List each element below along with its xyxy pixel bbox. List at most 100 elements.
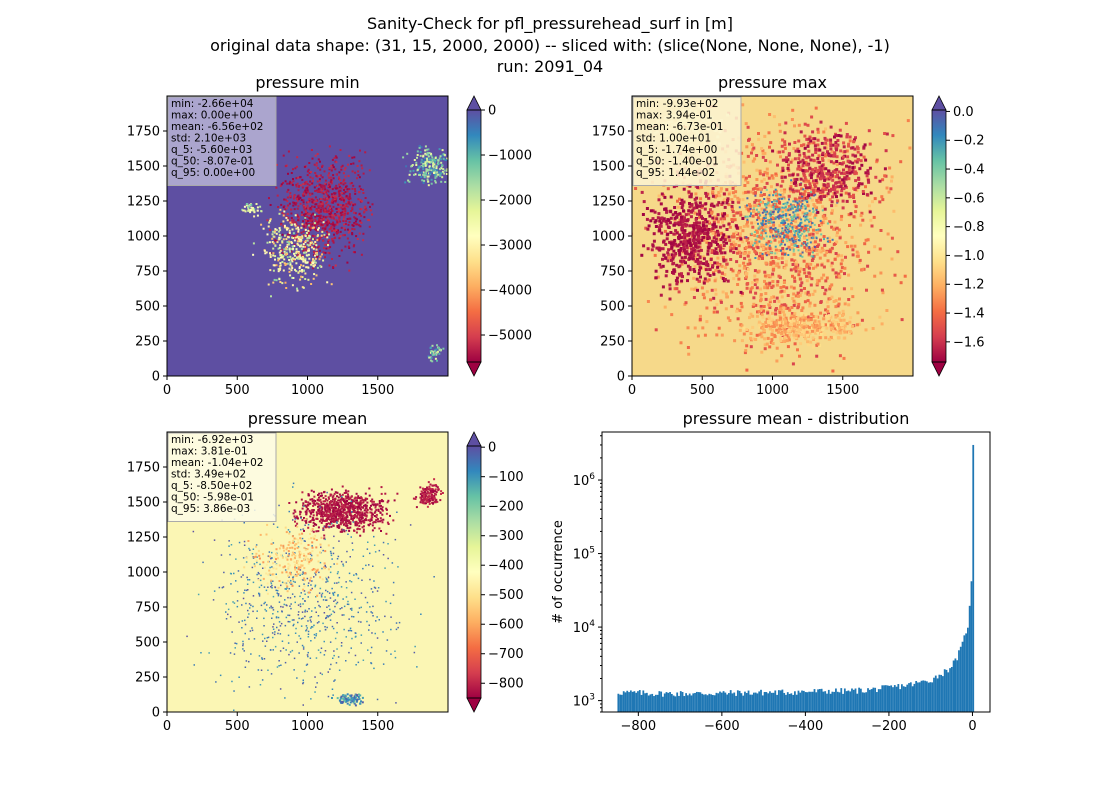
heatmap-cell: [753, 242, 756, 245]
heatmap-cell: [846, 245, 850, 249]
heatmap-cell: [786, 247, 789, 250]
heatmap-cell: [786, 228, 789, 231]
heatmap-cell: [809, 241, 812, 244]
heatmap-cell: [807, 318, 810, 322]
heatmap-cell: [819, 332, 823, 336]
heatmap-cell: [362, 172, 365, 175]
heatmap-cell: [701, 216, 704, 220]
heatmap-cell: [771, 311, 774, 315]
heatmap-cell: [717, 238, 720, 242]
heatmap-cell: [317, 158, 320, 161]
heatmap-cell: [683, 240, 687, 244]
heatmap-cell: [649, 219, 653, 223]
heatmap-cell: [328, 228, 331, 231]
heatmap-cell: [831, 209, 834, 213]
heatmap-cell: [866, 169, 870, 173]
heatmap-cell: [316, 266, 319, 269]
heatmap-cell: [380, 530, 382, 532]
heatmap-cell: [302, 220, 305, 223]
heatmap-cell: [777, 208, 780, 211]
heatmap-cell: [241, 208, 244, 211]
heatmap-cell: [351, 232, 354, 234]
heatmap-cell: [842, 287, 846, 291]
heatmap-cell: [358, 528, 361, 531]
heatmap-cell: [278, 233, 281, 236]
heatmap-cell: [828, 297, 832, 300]
heatmap-cell: [764, 220, 767, 223]
heatmap-cell: [294, 221, 297, 224]
heatmap-cell: [428, 356, 431, 359]
heatmap-cell: [671, 271, 674, 274]
heatmap-cell: [805, 218, 808, 221]
heatmap-cell: [286, 235, 289, 238]
heatmap-cell: [726, 316, 730, 320]
heatmap-cell: [308, 192, 311, 195]
heatmap-cell: [306, 242, 309, 245]
heatmap-cell: [245, 204, 248, 207]
heatmap-cell: [289, 255, 292, 258]
heatmap-cell: [834, 134, 838, 138]
heatmap-cell: [801, 158, 805, 162]
heatmap-cell: [688, 257, 692, 261]
y-tick-label: 1250: [127, 195, 160, 210]
heatmap-cell: [342, 180, 345, 183]
heatmap-cell: [707, 246, 711, 250]
heatmap-cell: [364, 197, 367, 199]
heatmap-cell: [854, 179, 858, 183]
heatmap-cell: [314, 218, 317, 221]
heatmap-cell: [760, 179, 764, 183]
heatmap-cell: [775, 346, 779, 350]
heatmap-cell: [765, 254, 768, 257]
heatmap-cell: [834, 170, 837, 174]
heatmap-cell: [716, 220, 720, 224]
panel-title: pressure mean: [248, 409, 368, 428]
heatmap-cell: [312, 267, 315, 270]
heatmap-cell: [308, 200, 311, 203]
heatmap-cell: [295, 165, 298, 168]
heatmap-cell: [297, 237, 300, 240]
heatmap-cell: [309, 171, 312, 173]
heatmap-cell: [732, 240, 736, 244]
heatmap-cell: [735, 226, 739, 230]
heatmap-cell: [732, 250, 736, 254]
heatmap-cell: [359, 219, 362, 222]
heatmap-cell: [312, 265, 315, 268]
heatmap-cell: [762, 173, 766, 177]
heatmap-cell: [304, 189, 307, 192]
heatmap-cell: [721, 277, 725, 280]
heatmap-cell: [811, 329, 814, 333]
heatmap-cell: [833, 135, 836, 139]
heatmap-cell: [697, 241, 701, 245]
heatmap-cell: [326, 218, 329, 221]
heatmap-cell: [785, 225, 788, 227]
heatmap-cell: [890, 236, 894, 240]
heatmap-cell: [304, 259, 307, 262]
heatmap-cell: [801, 251, 804, 254]
heatmap-cell: [859, 214, 863, 218]
heatmap-cell: [890, 175, 894, 179]
heatmap-cell: [315, 223, 318, 226]
heatmap-cell: [820, 174, 823, 178]
heatmap-cell: [438, 352, 441, 355]
heatmap-cell: [748, 203, 751, 207]
heatmap-cell: [683, 255, 687, 259]
heatmap-cell: [741, 175, 745, 179]
heatmap-cell: [780, 197, 783, 200]
heatmap-cell: [719, 189, 723, 193]
heatmap-cell: [691, 232, 695, 236]
heatmap-cell: [286, 212, 289, 215]
heatmap-cell: [652, 232, 656, 236]
heatmap-cell: [309, 176, 312, 179]
heatmap-cell: [845, 149, 849, 153]
stats-line: mean: -6.73e-01: [636, 121, 723, 133]
heatmap-cell: [717, 201, 721, 205]
heatmap-cell: [659, 265, 663, 269]
heatmap-cell: [770, 216, 774, 220]
heatmap-cell: [386, 501, 389, 504]
heatmap-cell: [716, 203, 720, 207]
heatmap-cell: [695, 277, 699, 281]
heatmap-cell: [793, 276, 796, 280]
heatmap-cell: [281, 240, 284, 243]
heatmap-cell: [286, 196, 289, 199]
heatmap-cell: [322, 192, 325, 195]
